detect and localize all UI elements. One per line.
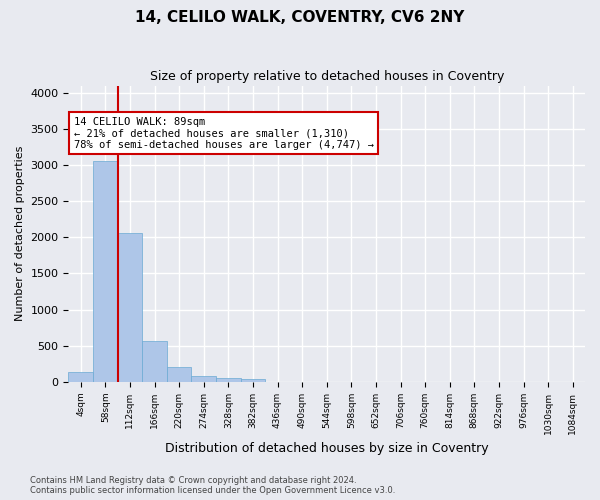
Bar: [191, 376, 216, 382]
Text: Contains HM Land Registry data © Crown copyright and database right 2024.
Contai: Contains HM Land Registry data © Crown c…: [30, 476, 395, 495]
Bar: [241, 379, 265, 382]
Y-axis label: Number of detached properties: Number of detached properties: [15, 146, 25, 322]
Bar: [68, 372, 93, 382]
Text: 14 CELILO WALK: 89sqm
← 21% of detached houses are smaller (1,310)
78% of semi-d: 14 CELILO WALK: 89sqm ← 21% of detached …: [74, 116, 374, 150]
Title: Size of property relative to detached houses in Coventry: Size of property relative to detached ho…: [149, 70, 504, 83]
Bar: [142, 342, 167, 382]
Bar: [167, 368, 191, 382]
Bar: [93, 160, 118, 382]
X-axis label: Distribution of detached houses by size in Coventry: Distribution of detached houses by size …: [165, 442, 488, 455]
Text: 14, CELILO WALK, COVENTRY, CV6 2NY: 14, CELILO WALK, COVENTRY, CV6 2NY: [136, 10, 464, 25]
Bar: [118, 233, 142, 382]
Bar: [216, 378, 241, 382]
